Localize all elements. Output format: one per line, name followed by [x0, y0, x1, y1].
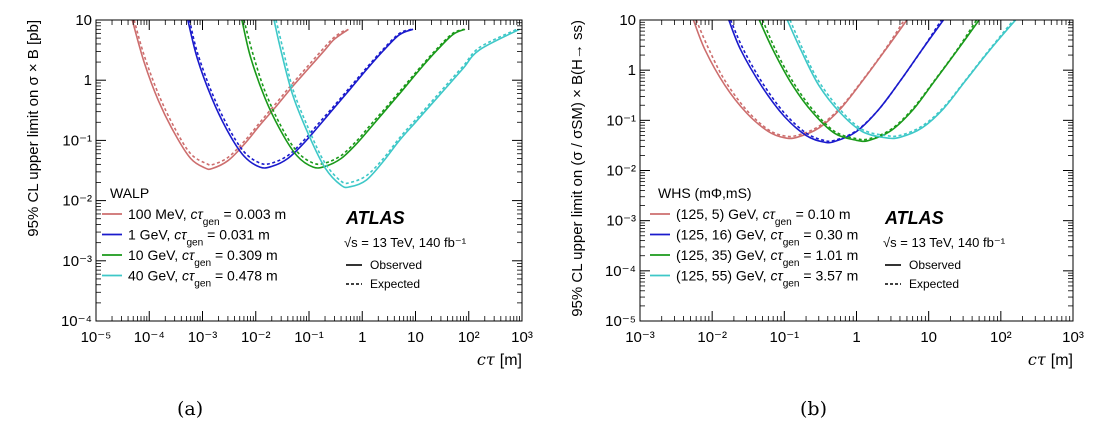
series-3-expected-line [243, 20, 465, 166]
x-tick-label: 10⁻¹ [770, 329, 800, 346]
curves [131, 20, 520, 189]
legend-entry: (125, 35) GeV, cτgen = 1.01 m [676, 247, 858, 269]
x-tick-label: 10⁻³ [625, 329, 655, 346]
observed-label: Observed [370, 258, 422, 272]
x-tick-label: 1 [358, 329, 366, 346]
energy-label: √s = 13 TeV, 140 fb⁻¹ [883, 235, 1006, 250]
x-tick-label: 10² [990, 329, 1012, 346]
x-tick-label: 10³ [511, 329, 533, 346]
y-tick-label: 10⁻³ [62, 253, 92, 270]
x-tick-label: 10⁻⁴ [134, 329, 165, 346]
legend-title: WHS (mΦ,mS) [658, 185, 752, 201]
series-2-observed-line [187, 20, 414, 169]
chart-panel-b: 10⁻³ 10⁻² 10⁻¹ 1 10 10² 10³ 10⁻⁵ 10⁻⁴ 10⁻³ 10⁻² 10⁻… [569, 12, 1084, 369]
figure: 10⁻⁵ 10⁻⁴ 10⁻³ 10⁻² 10⁻¹ 1 10 10² 10³10⁻⁴10⁻³10⁻… [25, 12, 1084, 369]
legend-entry: 40 GeV, cτgen = 0.478 m [128, 268, 278, 290]
x-tick-label: 10 [920, 329, 937, 346]
y-axis-label: 95% CL upper limit on (σ / σSM) × B(H→ s… [569, 20, 586, 317]
caption-b: (b) [800, 398, 827, 420]
y-tick-label: 10⁻⁴ [61, 313, 92, 330]
expected-label: Expected [909, 277, 959, 291]
series-2-expected-line [729, 20, 943, 143]
x-tick-label: 10³ [1062, 329, 1084, 346]
legend-entry: (125, 16) GeV, cτgen = 0.30 m [676, 227, 858, 249]
series-4-expected-line [275, 20, 518, 185]
legend-entry: (125, 55) GeV, cτgen = 3.57 m [676, 268, 858, 290]
x-tick-label: 10² [458, 329, 480, 346]
atlas-label: ATLAS [345, 208, 405, 228]
y-tick-label: 1 [84, 72, 92, 89]
series-1-observed-line [692, 20, 908, 140]
x-axis-label: cτ [m] [1028, 350, 1073, 369]
y-tick-label: 10 [75, 12, 92, 29]
legend-entry: 1 GeV, cτgen = 0.031 m [128, 227, 270, 249]
chart-panel-a: 10⁻⁵ 10⁻⁴ 10⁻³ 10⁻² 10⁻¹ 1 10 10² 10³10⁻⁴10⁻³10⁻… [25, 12, 533, 369]
y-tick-label: 10⁻⁵ [605, 313, 636, 330]
series-1-expected-line [695, 20, 905, 138]
x-tick-label: 1 [852, 329, 860, 346]
y-tick-label: 10⁻¹ [62, 132, 92, 149]
expected-label: Expected [370, 277, 420, 291]
curves [692, 20, 1017, 144]
x-tick-label: 10⁻³ [188, 329, 218, 346]
y-tick-label: 1 [628, 62, 636, 79]
atlas-label: ATLAS [884, 208, 944, 228]
y-tick-label: 10⁻² [606, 163, 636, 180]
series-4-observed-line [786, 20, 1017, 140]
series-3-observed-line [241, 20, 466, 169]
legend-entry: 100 MeV, cτgen = 0.003 m [128, 206, 286, 228]
y-tick-label: 10⁻¹ [606, 112, 636, 129]
y-axis-label: 95% CL upper limit on σ × B [pb] [25, 20, 42, 237]
x-tick-label: 10⁻⁵ [81, 329, 112, 346]
observed-label: Observed [909, 258, 961, 272]
series-3-observed-line [758, 20, 980, 143]
x-axis-label: cτ [m] [477, 350, 522, 369]
legend-entry: 10 GeV, cτgen = 0.309 m [128, 247, 278, 269]
series-1-expected-line [133, 20, 347, 166]
series-2-expected-line [188, 20, 412, 166]
x-tick-label: 10 [407, 329, 424, 346]
y-tick-label: 10 [619, 12, 636, 29]
y-tick-label: 10⁻³ [606, 213, 636, 230]
caption-a: (a) [177, 398, 204, 420]
legend-entry: (125, 5) GeV, cτgen = 0.10 m [676, 206, 851, 228]
series-1-observed-line [131, 20, 349, 171]
y-tick-label: 10⁻⁴ [605, 263, 636, 280]
x-tick-label: 10⁻¹ [294, 329, 324, 346]
energy-label: √s = 13 TeV, 140 fb⁻¹ [344, 235, 467, 250]
series-4-observed-line [273, 20, 520, 189]
x-tick-label: 10⁻² [697, 329, 727, 346]
y-tick-label: 10⁻² [62, 193, 92, 210]
x-tick-label: 10⁻² [241, 329, 271, 346]
legend-title: WALP [110, 185, 149, 201]
